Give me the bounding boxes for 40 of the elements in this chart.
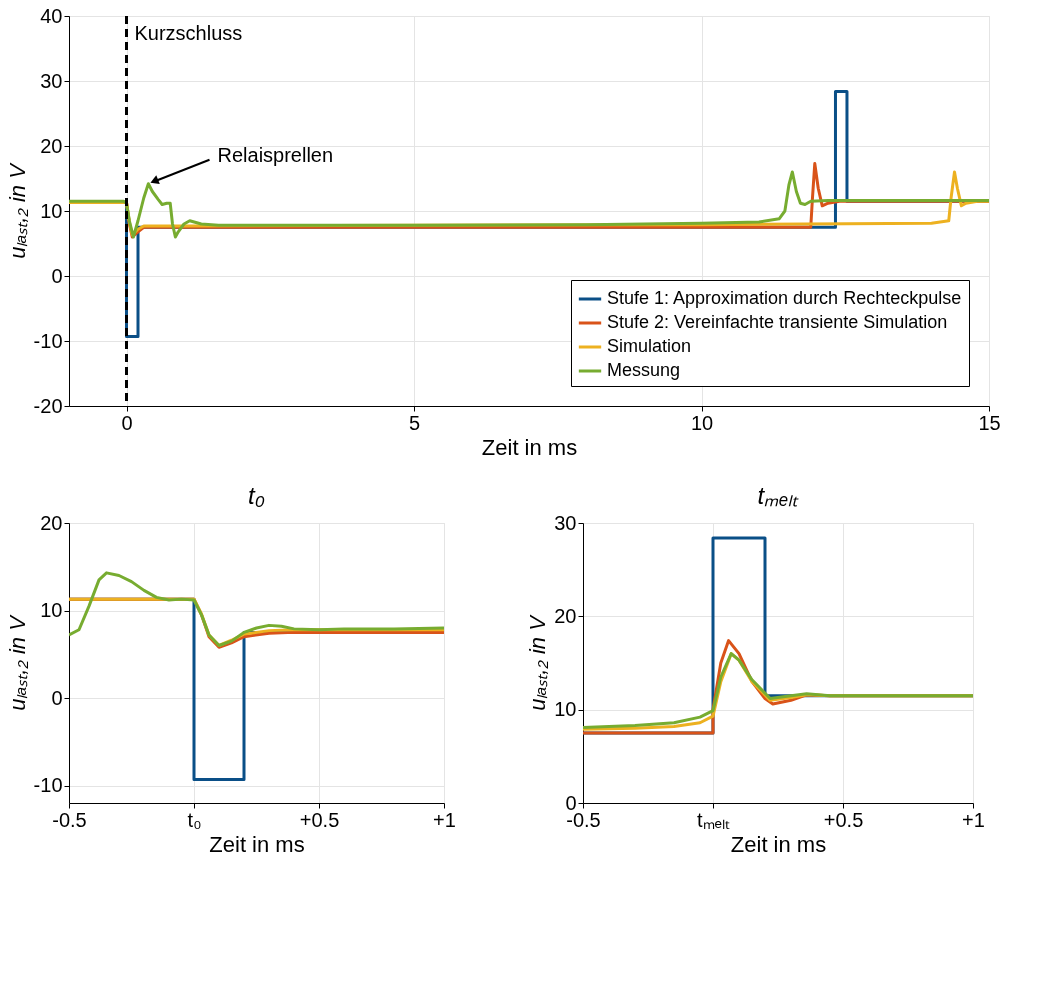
x-tick-label: t₀ (187, 808, 202, 831)
chart-title: t₀ (248, 482, 265, 509)
y-axis-title: uₗₐₛₜ,₂ in V (4, 161, 30, 259)
y-tick-label: -10 (33, 774, 63, 796)
x-axis-title: Zeit in ms (730, 831, 827, 857)
chart-title: tₘₑₗₜ (757, 482, 800, 509)
y-tick-label: 30 (554, 511, 577, 534)
x-tick-label: 0 (121, 411, 133, 434)
y-tick-label: -20 (33, 394, 63, 417)
y-tick-label: 20 (554, 604, 577, 627)
x-tick-label: 10 (690, 411, 714, 434)
y-tick-label: 0 (51, 686, 63, 709)
y-tick-label: 20 (40, 134, 63, 157)
y-tick-label: 10 (554, 698, 577, 721)
y-axis-title: uₗₐₛₜ,₂ in V (4, 613, 30, 711)
y-tick-label: -10 (33, 329, 63, 352)
x-tick-label: +1 (433, 808, 456, 831)
legend-label: Messung (607, 360, 681, 380)
annotation: Relaisprellen (217, 143, 334, 166)
y-tick-label: 10 (40, 599, 63, 621)
y-tick-label: 30 (40, 69, 63, 92)
y-tick-label: 40 (40, 4, 63, 27)
legend-label: Stufe 2: Vereinfachte transiente Simulation (607, 312, 948, 332)
x-tick-label: tₘₑₗₜ (697, 808, 730, 831)
y-axis-title: uₗₐₛₜ,₂ in V (525, 613, 551, 711)
ref-line-label: Kurzschluss (134, 22, 243, 44)
x-tick-label: -0.5 (52, 808, 87, 831)
y-tick-label: 20 (40, 511, 63, 534)
legend-label: Simulation (607, 336, 692, 356)
y-tick-label: 10 (40, 199, 63, 222)
x-tick-label: +0.5 (299, 808, 340, 831)
y-tick-label: 0 (51, 264, 63, 287)
legend-label: Stufe 1: Approximation durch Rechteckpulse (607, 288, 962, 308)
x-tick-label: +1 (962, 808, 985, 831)
x-axis-title: Zeit in ms (481, 434, 578, 460)
x-axis-title: Zeit in ms (209, 831, 305, 857)
x-tick-label: 15 (978, 411, 1001, 434)
y-tick-label: 0 (565, 791, 577, 814)
x-tick-label: +0.5 (823, 808, 864, 831)
x-tick-label: 5 (408, 411, 421, 434)
